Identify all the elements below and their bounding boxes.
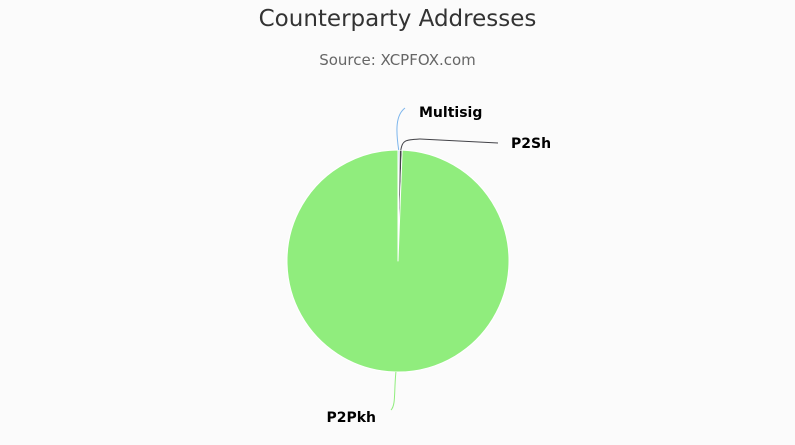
connector-p2sh bbox=[400, 138, 499, 151]
chart-subtitle: Source: XCPFOX.com bbox=[319, 51, 476, 69]
chart-title: Counterparty Addresses bbox=[258, 6, 537, 32]
pie-connectors bbox=[390, 107, 499, 411]
connector-p2pkh bbox=[390, 371, 397, 411]
slice-label-p2pkh: P2Pkh bbox=[326, 410, 376, 426]
slice-label-multisig: Multisig bbox=[419, 105, 482, 121]
slice-label-p2sh: P2Sh bbox=[511, 136, 551, 152]
pie-slice-p2pkh[interactable] bbox=[286, 149, 510, 373]
pie-labels: Multisig P2Sh P2Pkh bbox=[326, 105, 551, 426]
pie-slices bbox=[286, 149, 510, 373]
connector-multisig bbox=[396, 107, 406, 151]
